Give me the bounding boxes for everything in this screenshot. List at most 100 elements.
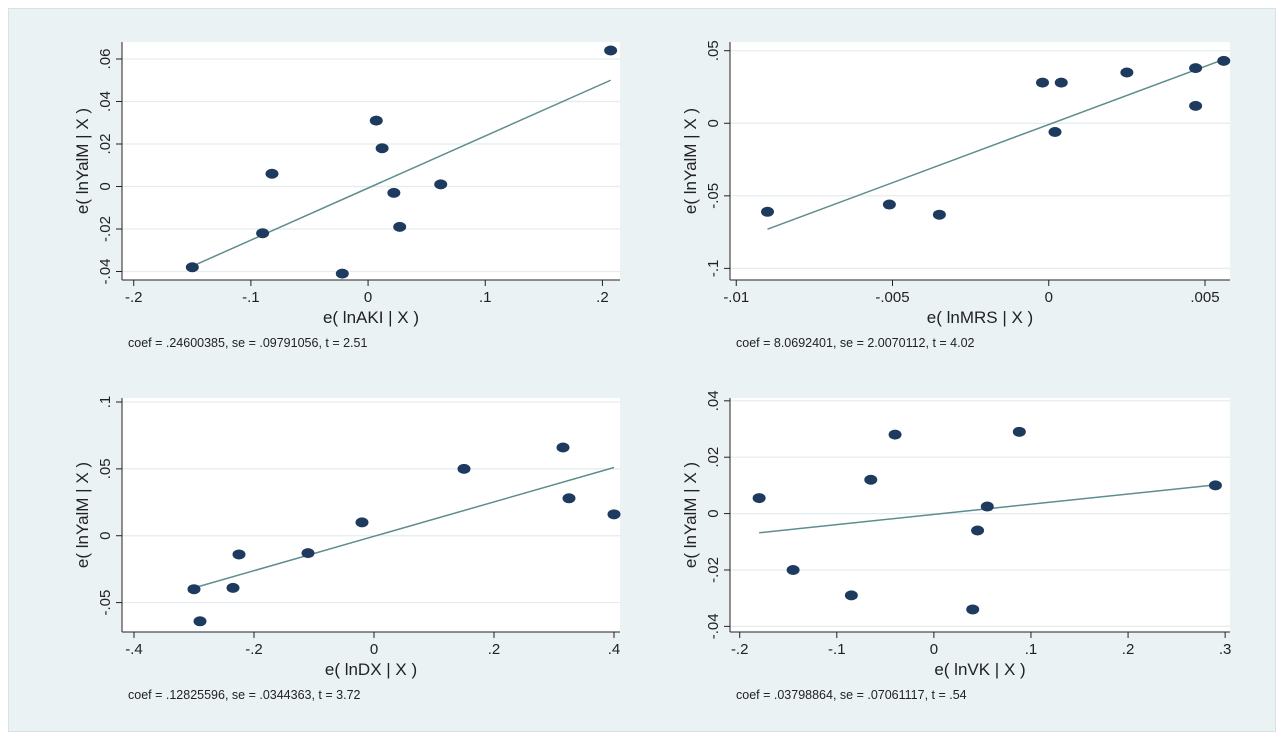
data-point	[562, 493, 576, 504]
y-axis-title: e( lnYalM | X )	[681, 462, 700, 568]
x-tick-label: -.01	[723, 289, 749, 306]
x-tick-label: -.2	[731, 641, 749, 658]
x-tick-label: 0	[370, 641, 378, 658]
data-point	[457, 463, 471, 474]
data-point	[232, 549, 246, 560]
x-axis-title: e( lnAKI | X )	[323, 308, 419, 327]
x-tick-label: .2	[488, 641, 501, 658]
data-point	[864, 474, 878, 485]
data-point	[932, 209, 946, 220]
fitted-line	[193, 466, 615, 589]
panel-3: -.05 0 .05 .1 -.4 -.2 0 .2 .4 e( lnDX | X ) e( lnY…	[73, 396, 621, 702]
data-point	[604, 45, 618, 56]
data-point	[1054, 77, 1068, 88]
data-point	[971, 525, 985, 536]
data-point	[844, 590, 858, 601]
data-point	[1036, 77, 1049, 88]
x-tick-label: -.4	[125, 641, 143, 658]
data-point	[786, 564, 800, 575]
x-axis-title: e( lnVK | X )	[934, 660, 1025, 679]
y-tick-label: 0	[705, 119, 722, 127]
data-point	[393, 221, 407, 232]
y-tick-label: -.05	[97, 590, 114, 616]
y-tick-label: -.02	[97, 216, 114, 242]
data-point	[761, 206, 774, 217]
x-axis-title: e( lnDX | X )	[325, 660, 417, 679]
x-tick-label: 0	[1045, 289, 1053, 306]
x-tick-label: -.1	[242, 289, 260, 306]
x-tick-label: -.1	[828, 641, 846, 658]
y-tick-label: .02	[705, 447, 722, 468]
x-tick-label: -.2	[125, 289, 143, 306]
data-point	[193, 616, 207, 627]
data-point	[556, 442, 570, 453]
data-point	[375, 143, 389, 154]
y-tick-label: .05	[97, 458, 114, 479]
data-point	[434, 179, 448, 190]
plot-area	[730, 42, 1230, 280]
plot-area	[122, 398, 620, 632]
x-tick-label: .005	[1190, 289, 1219, 306]
y-tick-label: -.05	[705, 183, 722, 209]
data-point	[185, 262, 199, 273]
x-tick-label: .1	[1025, 641, 1038, 658]
plot-area	[122, 42, 620, 280]
data-point	[1189, 63, 1203, 74]
fitted-line	[767, 58, 1225, 230]
x-tick-label: -.005	[875, 289, 909, 306]
data-point	[752, 493, 766, 504]
data-point	[187, 584, 201, 595]
data-point	[882, 199, 896, 210]
y-tick-label: -.04	[705, 613, 722, 639]
data-point	[335, 268, 349, 279]
data-point	[980, 501, 994, 512]
y-tick-label: .06	[97, 49, 114, 70]
data-point	[256, 228, 270, 239]
regression-note: coef = .12825596, se = .0344363, t = 3.7…	[128, 688, 361, 702]
data-point	[1048, 126, 1062, 137]
y-axis-title: e( lnYalM | X )	[681, 108, 700, 214]
x-axis-title: e( lnMRS | X )	[927, 308, 1033, 327]
data-point	[226, 582, 240, 593]
y-tick-label: 0	[97, 532, 114, 540]
data-point	[369, 115, 383, 126]
plot-area	[730, 398, 1230, 632]
panel-1: -.04 -.02 0 .02 .04 .06 -.2 -.1 0 .1 .2 e( lnAKI | …	[73, 42, 620, 350]
y-tick-label: .1	[97, 396, 114, 409]
data-point	[1120, 67, 1134, 78]
data-point	[888, 429, 902, 440]
y-tick-label: -.04	[97, 259, 114, 285]
panel-2: -.1 -.05 0 .05 -.01 -.005 0 .005 e( lnMRS | X ) e…	[681, 40, 1231, 350]
x-tick-label: -.2	[245, 641, 263, 658]
y-tick-label: -.1	[705, 260, 722, 278]
y-axis-title: e( lnYalM | X )	[73, 108, 92, 214]
y-tick-label: .04	[705, 390, 722, 411]
data-point	[265, 168, 279, 179]
y-tick-label: .04	[97, 91, 114, 112]
x-tick-label: .1	[479, 289, 492, 306]
regression-note: coef = .24600385, se = .09791056, t = 2.…	[128, 336, 367, 350]
data-point	[1208, 480, 1222, 491]
data-point	[355, 517, 369, 528]
panel-4: -.04 -.02 0 .02 .04 -.2 -.1 0 .1 .2 .3 e( lnVK | X …	[681, 390, 1231, 702]
data-point	[301, 548, 315, 559]
y-tick-label: .02	[97, 134, 114, 155]
data-point	[607, 509, 621, 520]
data-point	[1217, 55, 1231, 66]
data-point	[966, 604, 980, 615]
x-tick-label: 0	[364, 289, 372, 306]
x-tick-label: .4	[608, 641, 621, 658]
x-tick-label: .3	[1219, 641, 1232, 658]
x-tick-label: .2	[1122, 641, 1135, 658]
regression-note: coef = 8.0692401, se = 2.0070112, t = 4.…	[736, 336, 975, 350]
data-point	[1189, 100, 1203, 111]
data-point	[387, 187, 401, 198]
y-axis-title: e( lnYalM | X )	[73, 462, 92, 568]
x-tick-label: .2	[596, 289, 609, 306]
y-tick-label: 0	[97, 182, 114, 190]
regression-note: coef = .03798864, se = .07061117, t = .5…	[736, 688, 967, 702]
data-point	[1012, 426, 1026, 437]
y-tick-label: -.02	[705, 557, 722, 583]
x-tick-label: 0	[930, 641, 938, 658]
